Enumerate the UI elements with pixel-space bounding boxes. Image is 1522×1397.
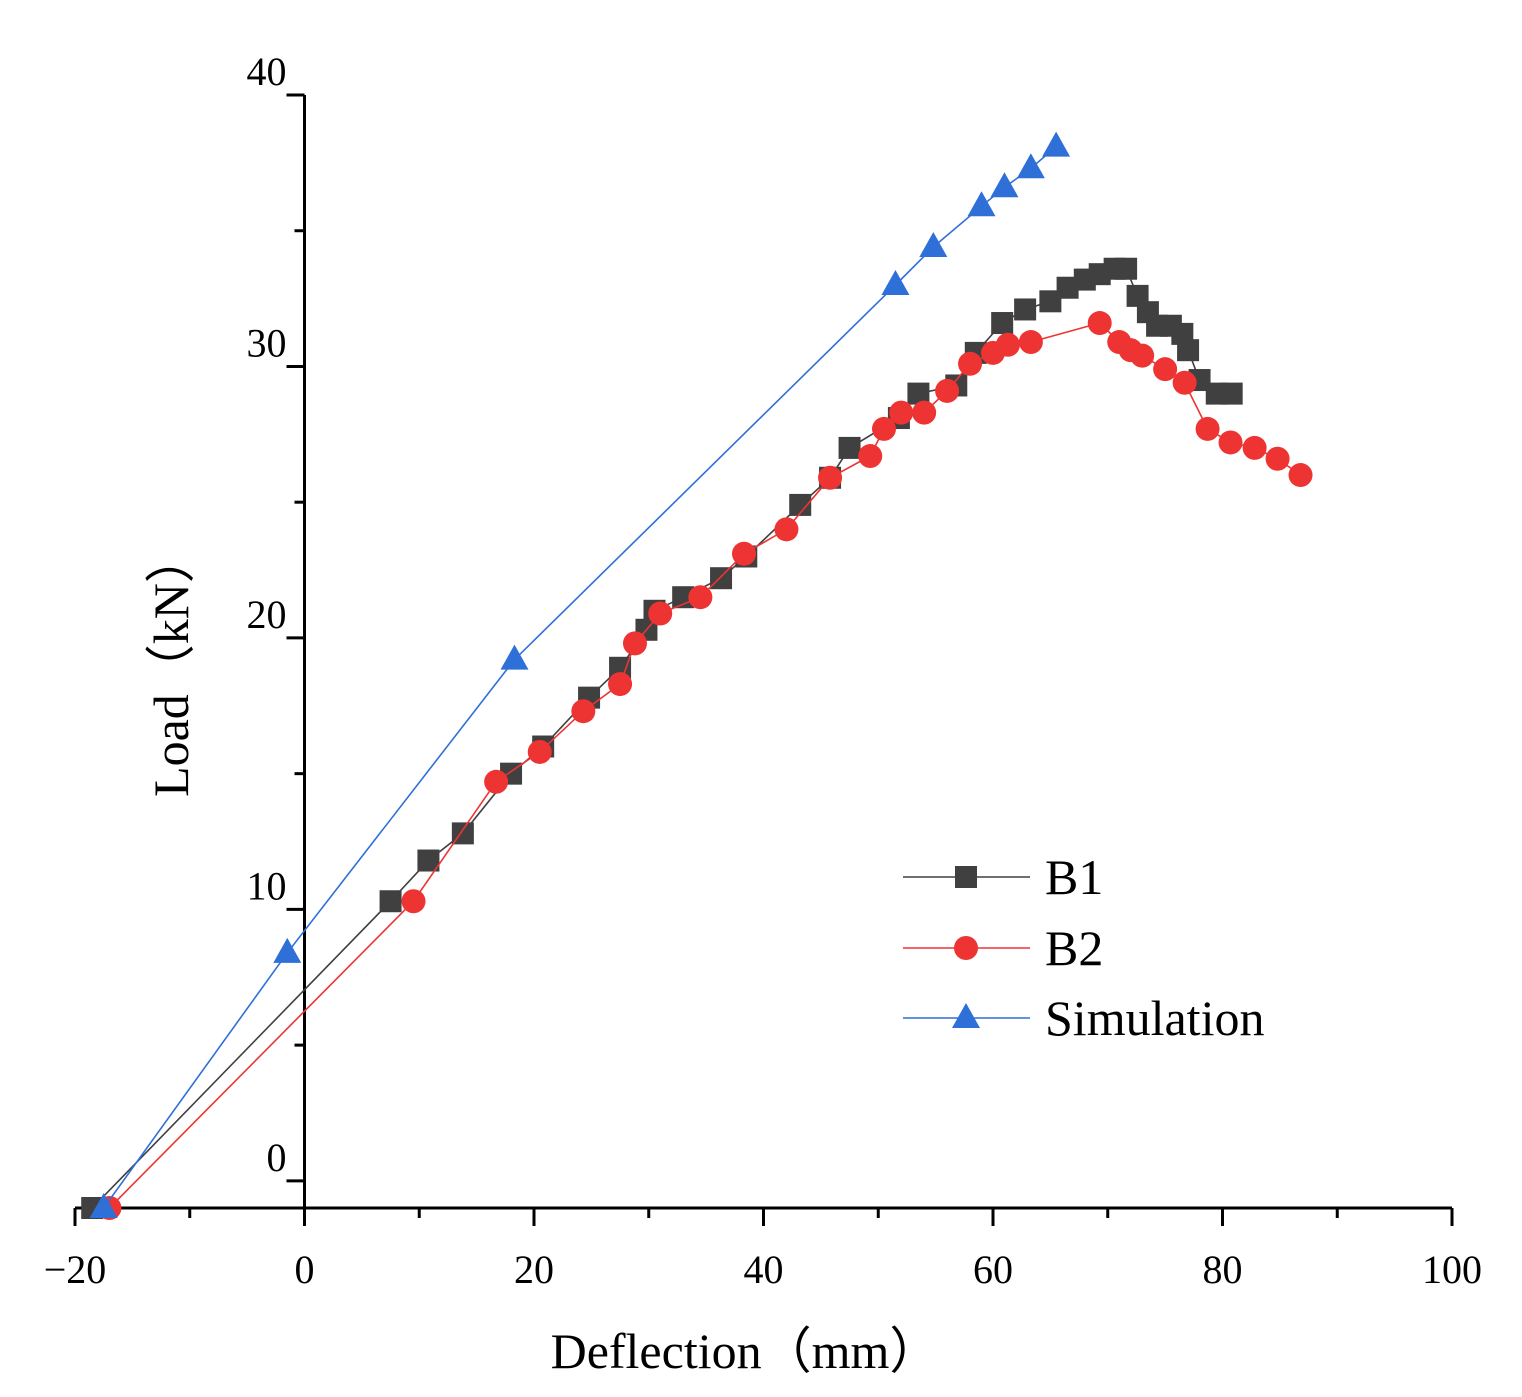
data-point-b2	[1288, 463, 1313, 488]
series-b1	[81, 257, 1243, 1219]
data-point-simulation	[273, 937, 302, 963]
data-point-simulation	[1042, 131, 1071, 157]
legend-item-b1: B1	[903, 849, 1103, 905]
y-ticks: 0 10 20 30 40	[247, 49, 305, 1183]
data-point-b1	[907, 382, 930, 405]
legend-item-b2: B2	[903, 920, 1103, 976]
data-point-simulation	[919, 232, 948, 258]
data-point-b1	[1220, 382, 1243, 405]
data-point-b2	[571, 699, 596, 724]
data-point-b2	[889, 400, 914, 425]
data-point-b2	[774, 517, 799, 542]
data-point-b2	[1242, 435, 1267, 460]
data-point-b1	[1014, 298, 1037, 321]
data-point-simulation	[500, 644, 529, 670]
data-point-b1	[1056, 276, 1079, 299]
data-point-b2	[731, 541, 756, 566]
x-tick-label: 60	[973, 1247, 1013, 1292]
data-point-b2	[688, 585, 713, 610]
axes: −20 0 20 40 60 80 100 0 10 20 30 40	[44, 49, 1482, 1292]
y-axis-title: Load（kN）	[143, 533, 199, 797]
x-tick-label: 0	[295, 1247, 315, 1292]
series-b2	[97, 311, 1313, 1220]
x-tick-label: 40	[744, 1247, 784, 1292]
series-line-b1	[91, 267, 1232, 1209]
data-point-b1	[1039, 290, 1062, 313]
data-point-b2	[912, 400, 937, 425]
data-point-b2	[1218, 430, 1243, 455]
legend-marker-b1	[955, 866, 977, 888]
series-simulation	[89, 131, 1071, 1218]
series-line-b2	[108, 322, 1301, 1209]
data-point-b1	[1115, 257, 1138, 280]
x-tick-label: 20	[514, 1247, 554, 1292]
data-point-b2	[1265, 446, 1290, 471]
data-point-simulation	[881, 270, 910, 296]
data-point-b1	[991, 312, 1014, 335]
data-point-b1	[379, 890, 402, 913]
series-layer	[81, 131, 1313, 1220]
data-point-b1	[710, 567, 733, 590]
data-point-b2	[1172, 370, 1197, 395]
data-point-b2	[1195, 416, 1220, 441]
data-point-simulation	[89, 1193, 118, 1218]
legend-label: B1	[1045, 849, 1103, 905]
legend: B1 B2 Simulation	[903, 849, 1264, 1046]
y-tick-label: 10	[247, 863, 287, 908]
data-point-simulation	[990, 172, 1019, 198]
x-tick-label: 100	[1422, 1247, 1482, 1292]
legend-marker-b2	[954, 936, 978, 960]
data-point-b1	[789, 493, 812, 516]
data-point-b2	[622, 631, 647, 656]
data-point-b2	[527, 739, 552, 764]
data-point-b2	[935, 378, 960, 403]
legend-label: B2	[1045, 920, 1103, 976]
y-tick-label: 40	[247, 49, 287, 94]
data-point-b2	[1153, 357, 1178, 382]
data-point-simulation	[967, 191, 996, 217]
data-point-b1	[609, 656, 632, 679]
data-point-b2	[401, 889, 426, 914]
data-point-b2	[648, 601, 673, 626]
data-point-b1	[417, 849, 440, 872]
x-ticks: −20 0 20 40 60 80 100	[44, 1208, 1482, 1292]
data-point-b2	[958, 351, 983, 376]
data-point-b2	[608, 672, 633, 697]
x-tick-label: 80	[1203, 1247, 1243, 1292]
y-tick-label: 30	[247, 320, 287, 365]
y-tick-label: 20	[247, 592, 287, 637]
data-point-b2	[1130, 343, 1155, 368]
data-point-b2	[1018, 330, 1043, 355]
data-point-simulation	[1016, 153, 1045, 179]
x-tick-label: −20	[44, 1247, 107, 1292]
legend-marker-simulation	[952, 1003, 980, 1028]
data-point-b2	[871, 416, 896, 441]
y-tick-label: 0	[267, 1135, 287, 1180]
x-axis-title: Deflection（mm）	[551, 1323, 940, 1379]
data-point-b2	[858, 444, 883, 469]
data-point-b1	[1177, 339, 1200, 362]
data-point-b2	[995, 332, 1020, 357]
data-point-b2	[484, 769, 509, 794]
legend-item-simulation: Simulation	[903, 990, 1264, 1046]
data-point-b1	[838, 436, 861, 459]
legend-label: Simulation	[1045, 990, 1264, 1046]
data-point-b2	[818, 465, 843, 490]
data-point-b2	[1087, 311, 1112, 336]
